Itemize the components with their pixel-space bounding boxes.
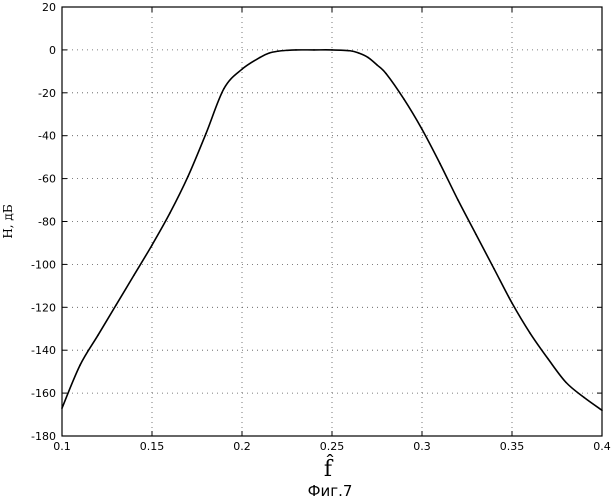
data-point	[583, 397, 585, 399]
series-line	[62, 50, 602, 410]
data-point	[403, 98, 405, 100]
data-point	[385, 73, 387, 75]
data-point	[439, 163, 441, 165]
data-point	[115, 304, 117, 306]
x-tick-label: 0.15	[140, 440, 165, 453]
series-layer	[61, 49, 603, 411]
y-tick-label: -100	[31, 258, 56, 271]
y-tick-labels: 20 0 -20 -40 -60 -80 -100 -120 -140 -160 -180	[31, 1, 56, 443]
x-tick-label: 0.25	[320, 440, 345, 453]
data-point	[493, 268, 495, 270]
data-point	[475, 234, 477, 236]
x-tick-label: 0.2	[233, 440, 251, 453]
data-point	[151, 244, 153, 246]
y-tick-label: 0	[49, 44, 56, 57]
y-tick-label: -160	[31, 387, 56, 400]
data-point	[205, 133, 207, 135]
data-point	[268, 52, 270, 54]
data-point	[529, 332, 531, 334]
data-point	[565, 382, 567, 384]
data-point	[169, 212, 171, 214]
data-point	[457, 199, 459, 201]
data-point	[223, 88, 225, 90]
data-point	[286, 50, 288, 52]
grid	[62, 7, 602, 436]
figure-caption: Фиг.7	[308, 482, 353, 500]
y-tick-label: -120	[31, 301, 56, 314]
data-point	[79, 364, 81, 366]
data-point	[241, 68, 243, 70]
data-point	[349, 50, 351, 52]
data-point	[511, 302, 513, 304]
data-point	[277, 50, 279, 52]
y-tick-label: -140	[31, 344, 56, 357]
x-tick-labels: 0.10.150.20.250.30.350.4	[53, 440, 611, 453]
x-tick-label: 0.4	[593, 440, 611, 453]
data-point	[358, 52, 360, 54]
y-tick-label: -20	[38, 87, 56, 100]
data-point	[367, 57, 369, 59]
x-tick-label: 0.35	[500, 440, 525, 453]
y-tick-label: -180	[31, 430, 56, 443]
data-point	[547, 358, 549, 360]
data-point	[421, 128, 423, 130]
data-point	[97, 334, 99, 336]
data-point	[133, 274, 135, 276]
data-point	[331, 49, 333, 51]
data-point	[259, 57, 261, 59]
data-point	[295, 49, 297, 51]
data-point	[313, 49, 315, 51]
y-tick-label: -40	[38, 130, 56, 143]
y-tick-label: -60	[38, 173, 56, 186]
y-tick-label: -80	[38, 216, 56, 229]
data-point	[187, 176, 189, 178]
x-axis-label: f̂	[324, 455, 334, 482]
x-tick-label: 0.3	[413, 440, 431, 453]
y-tick-label: 20	[42, 1, 56, 14]
data-point	[376, 64, 378, 66]
y-axis-label: H, дБ	[1, 204, 15, 238]
